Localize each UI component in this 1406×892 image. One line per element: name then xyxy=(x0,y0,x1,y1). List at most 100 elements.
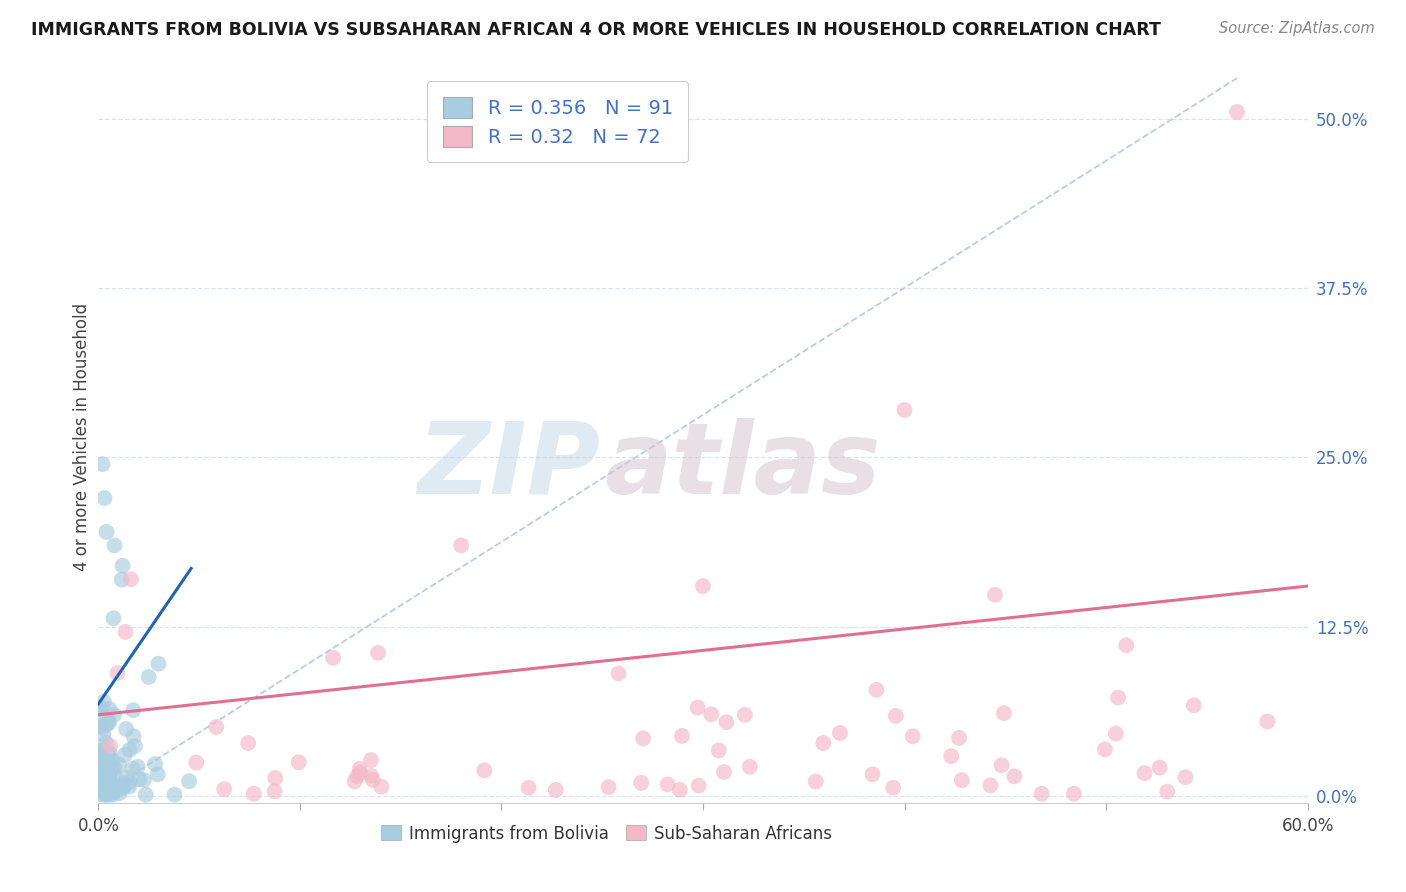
Point xyxy=(90,761,112,775)
Point xyxy=(544,783,567,797)
Point xyxy=(103,538,125,552)
Point xyxy=(671,729,693,743)
Point xyxy=(1133,766,1156,780)
Point xyxy=(96,524,118,539)
Point xyxy=(1226,105,1249,120)
Point xyxy=(96,788,118,802)
Point xyxy=(124,739,146,753)
Point xyxy=(1094,742,1116,756)
Point xyxy=(669,782,692,797)
Point xyxy=(94,765,117,780)
Point xyxy=(90,777,112,791)
Point xyxy=(884,709,907,723)
Point xyxy=(472,764,495,778)
Point xyxy=(941,749,963,764)
Point xyxy=(657,777,679,791)
Point xyxy=(700,707,723,722)
Point xyxy=(90,776,112,790)
Point xyxy=(1107,690,1129,705)
Point xyxy=(98,746,121,760)
Point xyxy=(287,756,309,770)
Point xyxy=(103,707,125,722)
Point xyxy=(97,714,120,728)
Point xyxy=(91,457,114,471)
Point xyxy=(813,736,835,750)
Point xyxy=(1002,769,1025,783)
Point xyxy=(263,784,285,798)
Point xyxy=(349,765,371,780)
Point xyxy=(984,588,1007,602)
Point xyxy=(89,719,111,733)
Point xyxy=(107,666,129,681)
Point xyxy=(707,743,730,757)
Text: IMMIGRANTS FROM BOLIVIA VS SUBSAHARAN AFRICAN 4 OR MORE VEHICLES IN HOUSEHOLD CO: IMMIGRANTS FROM BOLIVIA VS SUBSAHARAN AF… xyxy=(31,21,1161,38)
Point xyxy=(135,788,157,802)
Point xyxy=(163,788,186,802)
Point xyxy=(1174,770,1197,784)
Point xyxy=(828,726,851,740)
Point xyxy=(118,742,141,756)
Point xyxy=(96,777,118,791)
Point xyxy=(804,774,827,789)
Point xyxy=(205,720,228,734)
Text: Source: ZipAtlas.com: Source: ZipAtlas.com xyxy=(1219,21,1375,36)
Point xyxy=(122,703,145,717)
Point xyxy=(93,779,115,793)
Point xyxy=(686,700,709,714)
Point xyxy=(89,702,111,716)
Point xyxy=(90,706,112,721)
Point xyxy=(98,785,121,799)
Point xyxy=(993,706,1015,720)
Point xyxy=(91,780,114,794)
Point xyxy=(146,767,169,781)
Point xyxy=(692,579,714,593)
Point xyxy=(103,761,125,775)
Point xyxy=(103,611,125,625)
Point xyxy=(111,558,134,573)
Point xyxy=(349,762,371,776)
Point xyxy=(120,572,142,586)
Point xyxy=(94,747,117,762)
Point xyxy=(89,770,111,784)
Point xyxy=(713,765,735,780)
Point xyxy=(598,780,620,795)
Point xyxy=(322,650,344,665)
Point xyxy=(101,788,124,802)
Point xyxy=(238,736,260,750)
Point xyxy=(98,783,121,797)
Point xyxy=(122,729,145,743)
Point xyxy=(100,753,122,767)
Point xyxy=(96,777,118,791)
Legend: Immigrants from Bolivia, Sub-Saharan Africans: Immigrants from Bolivia, Sub-Saharan Afr… xyxy=(374,818,838,849)
Point xyxy=(882,780,904,795)
Point xyxy=(98,767,121,781)
Point xyxy=(98,739,121,753)
Point xyxy=(93,744,115,758)
Point xyxy=(343,774,366,789)
Point xyxy=(990,758,1012,772)
Point xyxy=(93,694,115,708)
Point xyxy=(948,731,970,745)
Point xyxy=(94,778,117,792)
Point xyxy=(143,757,166,772)
Point xyxy=(100,785,122,799)
Point xyxy=(734,707,756,722)
Point xyxy=(115,722,138,736)
Point xyxy=(212,782,235,797)
Point xyxy=(115,771,138,785)
Point xyxy=(517,780,540,795)
Point xyxy=(94,788,117,802)
Point xyxy=(90,774,112,789)
Point xyxy=(450,538,472,552)
Point xyxy=(901,729,924,743)
Point xyxy=(127,760,149,774)
Point xyxy=(94,777,117,791)
Point xyxy=(1256,714,1278,729)
Point xyxy=(862,767,884,781)
Point xyxy=(1063,787,1085,801)
Point xyxy=(738,760,761,774)
Point xyxy=(89,754,111,768)
Point xyxy=(93,775,115,789)
Point xyxy=(242,787,264,801)
Text: atlas: atlas xyxy=(603,417,880,515)
